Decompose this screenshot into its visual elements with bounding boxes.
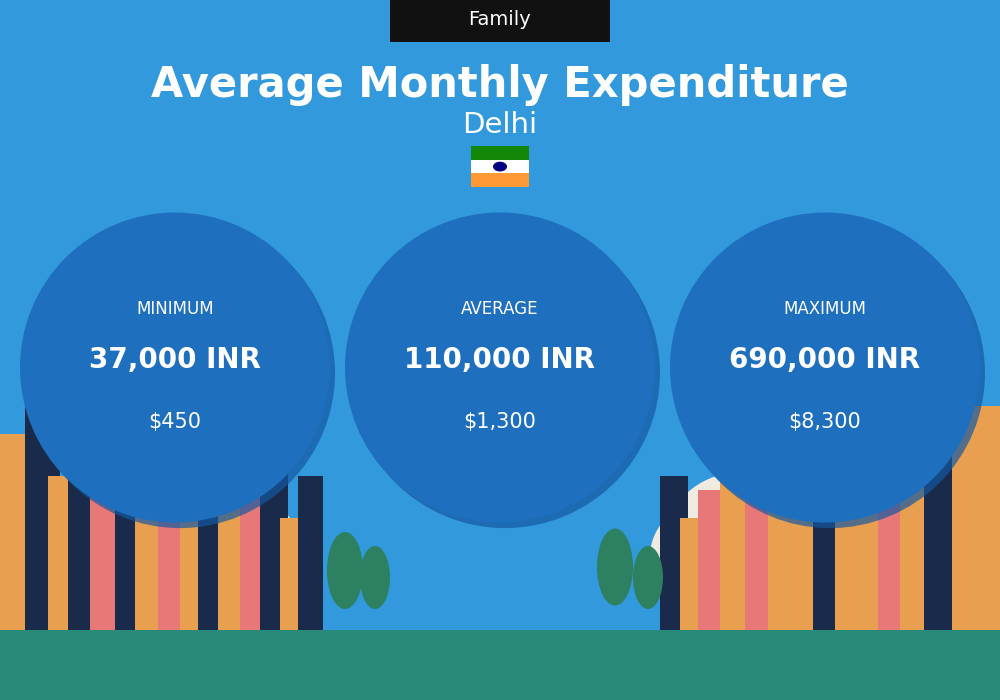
Bar (260, 462, 288, 630)
Ellipse shape (675, 218, 985, 528)
Ellipse shape (597, 528, 633, 606)
Bar (660, 476, 688, 630)
Bar (471, 146, 529, 160)
Bar (768, 504, 793, 630)
Text: $8,300: $8,300 (789, 412, 861, 432)
Bar (680, 518, 705, 630)
Ellipse shape (350, 218, 660, 528)
Bar (48, 476, 76, 630)
Ellipse shape (129, 496, 241, 603)
Ellipse shape (189, 496, 301, 603)
Ellipse shape (650, 500, 770, 612)
Bar (855, 420, 883, 630)
Bar (720, 448, 750, 630)
Ellipse shape (633, 546, 663, 609)
Bar (0, 630, 1000, 700)
Text: MAXIMUM: MAXIMUM (784, 300, 866, 318)
Bar (0, 434, 50, 630)
Bar (90, 455, 122, 630)
Ellipse shape (145, 469, 285, 602)
Bar (788, 434, 818, 630)
Bar (298, 476, 323, 630)
Text: Delhi: Delhi (462, 111, 538, 139)
Bar (878, 476, 906, 630)
Bar (218, 448, 248, 630)
Bar (25, 364, 60, 630)
Bar (698, 490, 726, 630)
Text: AVERAGE: AVERAGE (461, 300, 539, 318)
Bar (68, 420, 96, 630)
Ellipse shape (360, 546, 390, 609)
Ellipse shape (345, 213, 655, 522)
Bar (471, 160, 529, 174)
Ellipse shape (710, 500, 830, 612)
Ellipse shape (327, 532, 363, 609)
FancyBboxPatch shape (390, 0, 610, 42)
Bar (135, 490, 167, 630)
Text: $1,300: $1,300 (464, 412, 536, 432)
Ellipse shape (665, 473, 815, 612)
Bar (835, 448, 860, 630)
Bar (198, 476, 223, 630)
Text: 110,000 INR: 110,000 INR (404, 346, 596, 374)
Text: 37,000 INR: 37,000 INR (89, 346, 261, 374)
Bar (900, 434, 928, 630)
Bar (471, 174, 529, 187)
Ellipse shape (670, 213, 980, 522)
Bar (115, 406, 145, 630)
Bar (813, 385, 841, 630)
Text: Average Monthly Expenditure: Average Monthly Expenditure (151, 64, 849, 106)
Bar (924, 364, 959, 630)
Text: 690,000 INR: 690,000 INR (729, 346, 921, 374)
Circle shape (493, 162, 507, 172)
Text: $450: $450 (148, 412, 202, 432)
Ellipse shape (25, 218, 335, 528)
Bar (952, 406, 1000, 630)
Text: MINIMUM: MINIMUM (136, 300, 214, 318)
Ellipse shape (20, 213, 330, 522)
Bar (180, 504, 205, 630)
Bar (158, 434, 186, 630)
Bar (240, 490, 268, 630)
Text: Family: Family (469, 10, 531, 29)
Bar (280, 518, 305, 630)
Bar (745, 476, 773, 630)
